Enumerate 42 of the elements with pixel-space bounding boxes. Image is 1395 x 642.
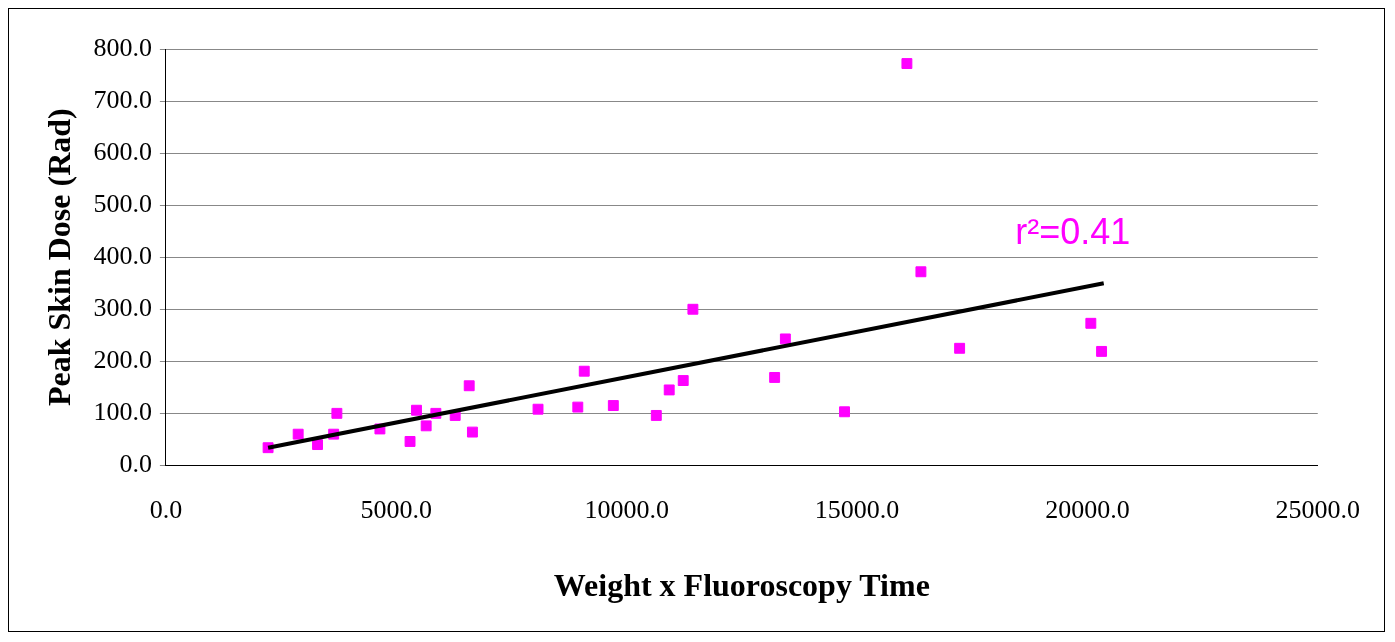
x-tick-label: 5000.0 <box>360 494 433 524</box>
point <box>572 401 584 413</box>
point <box>411 404 422 416</box>
point <box>677 375 689 387</box>
point <box>312 439 323 451</box>
point <box>915 266 927 278</box>
x-tick-label: 25000.0 <box>1275 494 1360 524</box>
point <box>532 403 544 415</box>
point <box>839 406 850 418</box>
y-tick-label: 100.0 <box>93 397 152 427</box>
y-tick-label: 400.0 <box>93 241 152 271</box>
x-tick-label: 10000.0 <box>584 494 669 524</box>
point <box>769 371 781 383</box>
point <box>663 384 675 396</box>
point <box>331 407 343 419</box>
annotation: r²=0.41 <box>1015 210 1131 252</box>
point <box>404 436 416 447</box>
y-axis-title: Peak Skin Dose (Rad) <box>41 108 78 407</box>
point <box>687 303 699 315</box>
point <box>607 400 619 411</box>
point <box>1096 345 1108 357</box>
point <box>292 428 304 440</box>
y-tick-label: 0.0 <box>119 449 152 479</box>
x-tick-label: 20000.0 <box>1045 494 1130 524</box>
point <box>420 420 432 432</box>
x-tick-label: 0.0 <box>149 494 183 524</box>
point <box>578 365 590 377</box>
x-tick-label: 15000.0 <box>814 494 900 524</box>
point <box>954 342 966 354</box>
y-tick-label: 200.0 <box>93 345 152 375</box>
y-tick-label: 300.0 <box>93 293 152 323</box>
x-axis-title: Weight x Fluoroscopy Time <box>553 567 930 604</box>
point <box>1085 317 1097 329</box>
y-tick-label: 700.0 <box>93 84 152 114</box>
point <box>463 380 475 392</box>
y-tick-label: 800.0 <box>93 32 152 62</box>
y-tick-label: 500.0 <box>93 188 152 218</box>
point <box>901 58 913 70</box>
y-tick-label: 600.0 <box>93 136 152 166</box>
point <box>650 409 662 421</box>
point <box>466 426 478 438</box>
point <box>779 333 791 345</box>
